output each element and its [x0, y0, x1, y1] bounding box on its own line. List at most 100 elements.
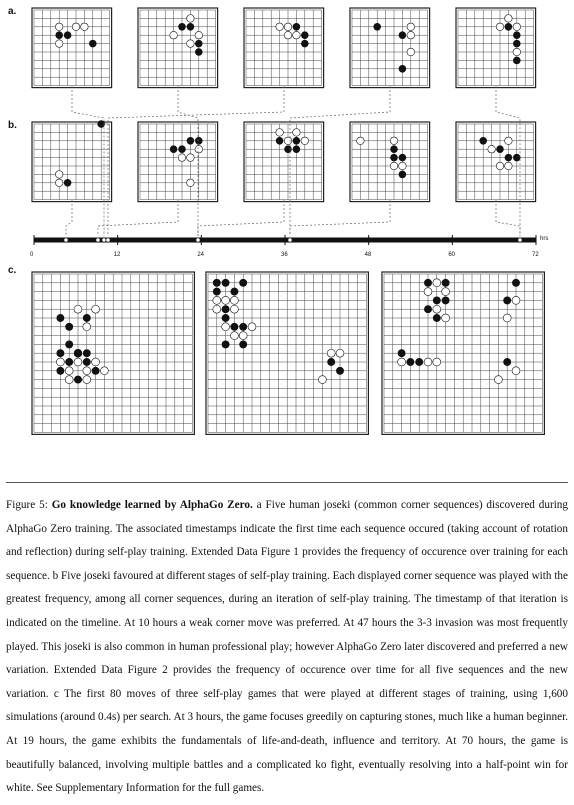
joseki-b-5-black-stone-1 — [496, 145, 504, 153]
timeline-event-6 — [517, 237, 523, 243]
game-c-2-black-stone-2 — [239, 278, 248, 287]
game-c-2-white-stone-4 — [230, 304, 239, 314]
game-c-3-white-stone-8 — [423, 357, 433, 367]
figure-divider — [6, 482, 568, 483]
joseki-a-1-black-stone-1 — [63, 31, 72, 39]
joseki-a-2-black-stone-3 — [195, 48, 203, 56]
game-c-2-black-stone-1 — [221, 278, 230, 287]
joseki-b-3-white-stone-2 — [292, 128, 301, 137]
connector-a-1 — [71, 86, 105, 236]
joseki-a-3-black-stone-0 — [292, 23, 301, 31]
game-c-1-black-stone-0 — [56, 314, 65, 322]
joseki-b-2-border — [137, 121, 219, 203]
connector-a-2 — [177, 86, 199, 236]
game-c-1-black-stone-4 — [65, 340, 74, 349]
joseki-a-4-border — [349, 7, 431, 89]
timeline-tick-label: 36 — [281, 252, 288, 258]
panel-label-a: a. — [8, 6, 17, 17]
joseki-b-2-white-stone-0 — [177, 153, 187, 162]
joseki-a-1-white-stone-0 — [55, 22, 64, 31]
game-c-2-white-stone-8 — [238, 331, 248, 340]
timeline-tick-label: 12 — [113, 252, 121, 258]
joseki-a-4-white-stone-2 — [406, 31, 415, 40]
game-c-1-black-stone-10 — [91, 366, 100, 375]
game-c-3-black-stone-7 — [503, 296, 512, 305]
joseki-a-5-black-stone-3 — [513, 56, 521, 65]
joseki-b-3-white-stone-0 — [275, 128, 284, 137]
game-c-1-black-stone-1 — [65, 322, 74, 331]
joseki-b-2-black-stone-2 — [186, 137, 195, 145]
joseki-a-2-white-stone-0 — [169, 31, 178, 40]
game-c-3-white-stone-0 — [432, 278, 442, 288]
joseki-a-3-black-stone-2 — [301, 39, 309, 48]
game-c-1-black-stone-8 — [82, 358, 91, 366]
panel-label-c: c. — [8, 265, 17, 276]
joseki-a-1-black-stone-2 — [89, 39, 97, 48]
joseki-b-4-border — [349, 121, 431, 203]
game-c-1-white-stone-10 — [64, 375, 74, 384]
game-c-1-black-stone-3 — [56, 349, 65, 358]
joseki-a-3-black-stone-1 — [301, 31, 309, 39]
game-c-2-white-stone-2 — [230, 296, 239, 305]
game-c-1-black-stone-5 — [74, 349, 82, 358]
timeline-tick-label: 0 — [30, 252, 34, 258]
joseki-b-3-black-stone-3 — [292, 145, 301, 153]
connector-b-3 — [197, 200, 285, 236]
game-c-2-black-stone-8 — [239, 322, 248, 331]
game-c-3-black-stone-4 — [424, 305, 432, 314]
game-c-3-black-stone-0 — [424, 278, 432, 287]
game-c-3-border — [381, 271, 545, 435]
joseki-a-3-white-stone-2 — [292, 31, 301, 40]
joseki-a-2-black-stone-2 — [195, 39, 203, 48]
joseki-a-5-black-stone-1 — [513, 31, 521, 39]
game-c-3-black-stone-5 — [432, 314, 441, 322]
joseki-b-3-black-stone-2 — [284, 145, 292, 153]
game-c-3-white-stone-9 — [432, 357, 442, 367]
joseki-a-2-black-stone-1 — [186, 23, 195, 31]
timeline-tick-label: 72 — [532, 252, 539, 258]
game-c-2-black-stone-11 — [327, 358, 336, 366]
game-c-1-white-stone-8 — [82, 366, 92, 376]
game-c-3-black-stone-6 — [512, 278, 520, 287]
game-c-3-white-stone-1 — [423, 287, 433, 296]
game-c-3-white-stone-11 — [494, 375, 503, 384]
joseki-a-2-white-stone-1 — [186, 14, 195, 23]
game-c-3-white-stone-2 — [441, 287, 450, 296]
joseki-a-1-white-stone-2 — [80, 22, 89, 31]
joseki-b-5-black-stone-2 — [504, 153, 513, 162]
joseki-b-5-border — [455, 121, 537, 203]
joseki-b-2-black-stone-1 — [178, 145, 186, 153]
panel-label-b: b. — [8, 120, 17, 131]
game-c-3-black-stone-9 — [406, 358, 415, 366]
joseki-a-2-black-stone-0 — [178, 23, 186, 31]
connector-a-3 — [107, 86, 285, 236]
joseki-a-5-black-stone-2 — [513, 39, 521, 48]
go-figure — [31, 7, 545, 435]
joseki-b-4-black-stone-1 — [390, 153, 398, 162]
timeline-tick-label: 60 — [448, 252, 456, 258]
joseki-a-4-black-stone-2 — [398, 65, 407, 73]
game-c-2-black-stone-0 — [212, 278, 221, 287]
game-c-2-black-stone-9 — [221, 340, 230, 349]
game-c-3-black-stone-8 — [397, 349, 406, 358]
joseki-b-4-white-stone-2 — [389, 161, 399, 171]
caption-title: Go knowledge learned by AlphaGo Zero. — [51, 499, 253, 511]
joseki-a-1-white-stone-1 — [71, 22, 81, 31]
joseki-b-1-white-stone-1 — [55, 178, 64, 187]
timeline-tick-label: 48 — [364, 252, 372, 258]
joseki-a-3-white-stone-0 — [283, 22, 293, 31]
game-c-3-black-stone-3 — [441, 296, 450, 305]
joseki-a-3-white-stone-3 — [275, 22, 284, 31]
timeline-tick-label: 24 — [197, 252, 205, 258]
connector-a-5 — [495, 86, 521, 236]
joseki-b-5-white-stone-1 — [504, 136, 513, 145]
timeline-event-3 — [105, 237, 111, 243]
joseki-b-5-black-stone-3 — [513, 153, 521, 162]
game-c-1-black-stone-11 — [74, 375, 82, 384]
joseki-a-2-border — [137, 7, 219, 89]
joseki-b-5-white-stone-2 — [495, 161, 505, 171]
game-c-1-white-stone-6 — [91, 357, 100, 367]
joseki-b-2-black-stone-0 — [169, 145, 178, 153]
figure-label: Figure 5: — [6, 499, 48, 511]
joseki-b-3-black-stone-1 — [292, 137, 301, 145]
